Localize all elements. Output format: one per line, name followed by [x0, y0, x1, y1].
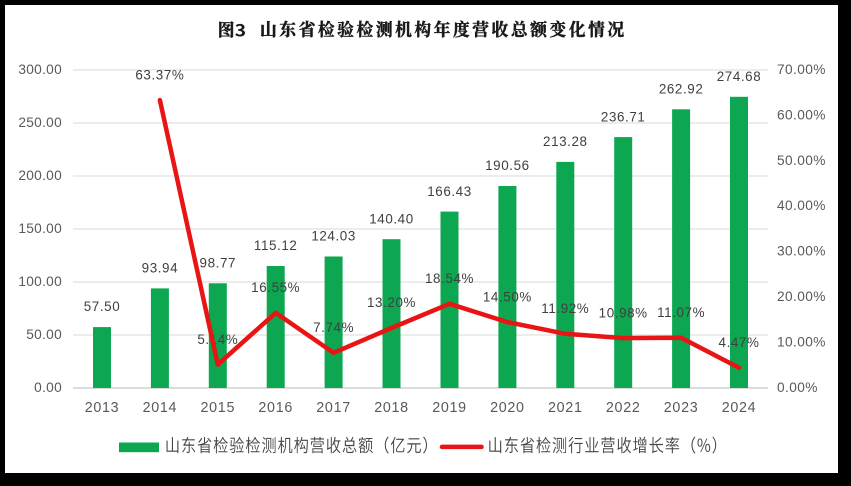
svg-text:50.00%: 50.00%: [777, 153, 826, 168]
svg-text:50.00: 50.00: [26, 327, 62, 342]
svg-text:2014: 2014: [143, 400, 178, 416]
svg-text:2015: 2015: [200, 400, 235, 416]
svg-text:2013: 2013: [85, 400, 120, 416]
svg-text:60.00%: 60.00%: [777, 107, 826, 122]
svg-text:2018: 2018: [374, 400, 409, 416]
svg-text:236.71: 236.71: [601, 109, 646, 124]
svg-text:0.00%: 0.00%: [777, 380, 818, 395]
svg-text:10.98%: 10.98%: [599, 305, 648, 320]
svg-text:150.00: 150.00: [18, 221, 62, 236]
svg-text:7.74%: 7.74%: [313, 320, 354, 335]
svg-text:250.00: 250.00: [18, 115, 62, 130]
svg-text:115.12: 115.12: [254, 238, 298, 253]
svg-text:0.00: 0.00: [34, 380, 62, 395]
svg-text:2023: 2023: [664, 400, 699, 416]
svg-text:213.28: 213.28: [543, 134, 588, 149]
svg-text:40.00%: 40.00%: [777, 198, 826, 213]
svg-text:262.92: 262.92: [659, 82, 704, 97]
svg-text:2020: 2020: [490, 400, 525, 416]
svg-text:166.43: 166.43: [427, 184, 472, 199]
svg-text:57.50: 57.50: [84, 299, 121, 314]
svg-text:300.00: 300.00: [18, 62, 62, 77]
svg-text:30.00%: 30.00%: [777, 244, 826, 259]
svg-text:4.47%: 4.47%: [719, 335, 760, 350]
svg-text:20.00%: 20.00%: [777, 289, 826, 304]
svg-text:11.92%: 11.92%: [541, 301, 589, 316]
svg-text:18.54%: 18.54%: [425, 271, 474, 286]
svg-text:16.55%: 16.55%: [251, 280, 300, 295]
svg-text:2022: 2022: [606, 400, 641, 416]
svg-text:100.00: 100.00: [18, 274, 62, 289]
svg-text:11.07%: 11.07%: [657, 305, 705, 320]
svg-text:10.00%: 10.00%: [777, 335, 826, 350]
svg-text:13.20%: 13.20%: [367, 295, 416, 310]
svg-text:2016: 2016: [258, 400, 293, 416]
svg-text:2019: 2019: [432, 400, 467, 416]
svg-text:98.77: 98.77: [200, 256, 237, 271]
svg-text:2017: 2017: [316, 400, 351, 416]
svg-text:124.03: 124.03: [311, 229, 356, 244]
svg-text:274.68: 274.68: [717, 69, 762, 84]
svg-text:70.00%: 70.00%: [777, 62, 826, 77]
svg-text:5.14%: 5.14%: [197, 332, 238, 347]
svg-text:190.56: 190.56: [485, 158, 530, 173]
svg-text:200.00: 200.00: [18, 168, 62, 183]
svg-text:2021: 2021: [548, 400, 583, 416]
svg-text:140.40: 140.40: [369, 211, 414, 226]
svg-text:14.50%: 14.50%: [483, 289, 532, 304]
svg-text:2024: 2024: [722, 400, 757, 416]
svg-text:93.94: 93.94: [142, 261, 179, 276]
svg-text:63.37%: 63.37%: [135, 67, 184, 82]
